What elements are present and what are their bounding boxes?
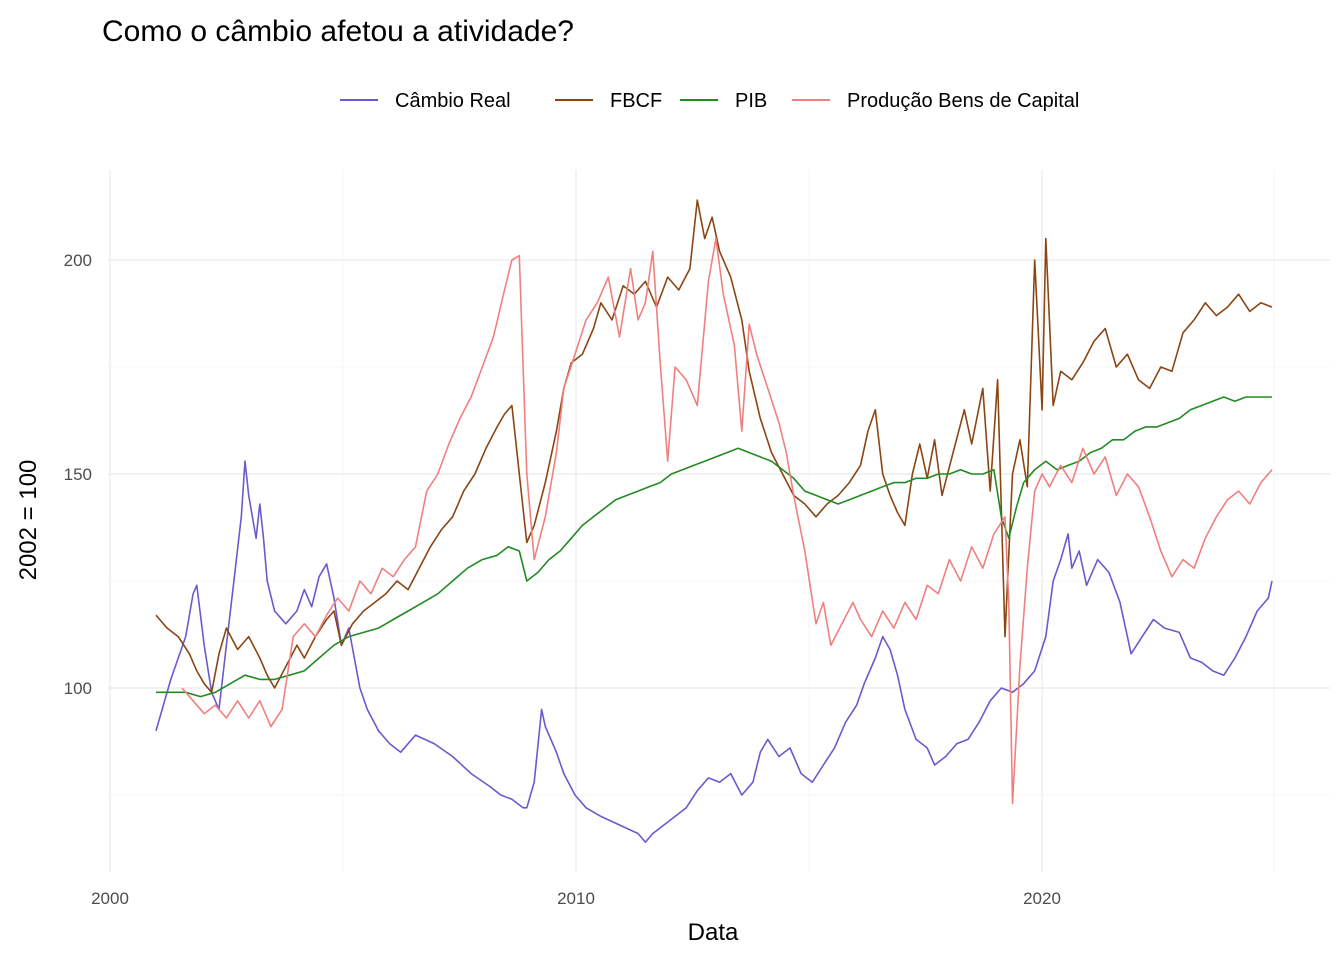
series-line-1 [155, 199, 1273, 694]
y-tick-label: 200 [64, 251, 92, 270]
plot-grid [108, 170, 1330, 872]
chart-title: Como o câmbio afetou a atividade? [102, 15, 574, 48]
y-tick-label: 150 [64, 465, 92, 484]
x-axis-label: Data [688, 919, 739, 946]
legend-label-3: Produção Bens de Capital [847, 90, 1079, 112]
series-line-2 [156, 396, 1272, 698]
y-axis-ticks: 100 150 200 [64, 251, 92, 698]
x-tick-label: 2010 [557, 889, 595, 908]
x-axis-ticks: 2000 2010 2020 [91, 889, 1061, 908]
series-line-3 [181, 237, 1273, 805]
x-tick-label: 2020 [1023, 889, 1061, 908]
series-line-0 [155, 460, 1273, 843]
legend: Câmbio Real FBCF PIB Produção Bens de Capit… [340, 90, 1079, 112]
legend-label-2: PIB [735, 90, 767, 112]
legend-label-0: Câmbio Real [395, 90, 511, 112]
series-group [155, 199, 1273, 843]
y-axis-label: 2002 = 100 [15, 460, 42, 581]
y-tick-label: 100 [64, 679, 92, 698]
legend-label-1: FBCF [610, 90, 662, 112]
x-tick-label: 2000 [91, 889, 129, 908]
